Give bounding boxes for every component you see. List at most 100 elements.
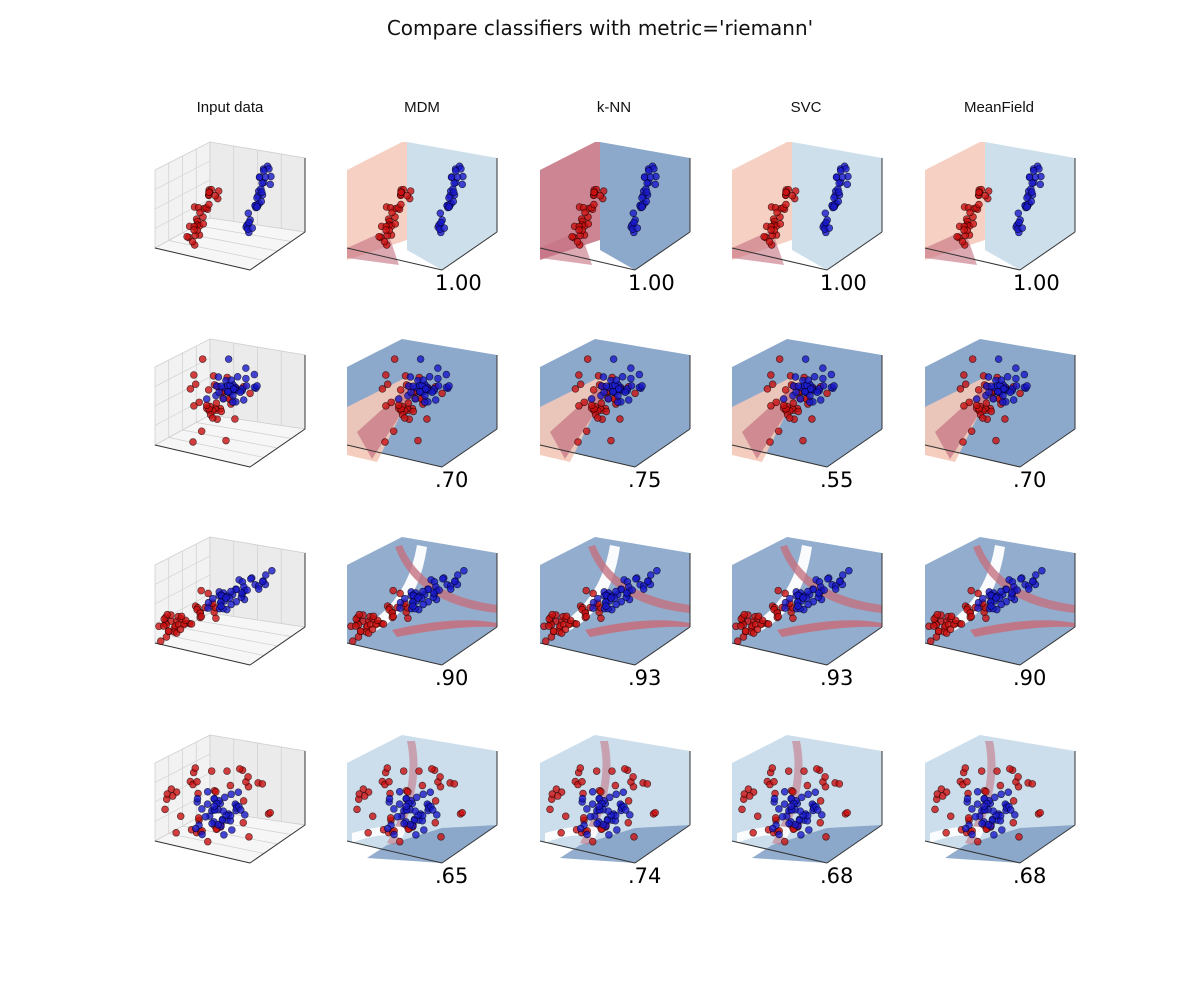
point-red bbox=[231, 415, 239, 423]
point-blue bbox=[974, 604, 982, 612]
point-blue bbox=[821, 209, 830, 218]
point-red bbox=[428, 765, 436, 773]
axis-x bbox=[1019, 428, 1076, 468]
point-red bbox=[575, 402, 583, 410]
point-red bbox=[789, 614, 797, 623]
subplot-r3-k-nn: .93 bbox=[539, 537, 691, 690]
decision-region-red bbox=[970, 620, 1075, 637]
point-blue bbox=[787, 802, 795, 811]
point-blue bbox=[244, 209, 253, 218]
point-blue bbox=[818, 811, 826, 819]
figure-title: Compare classifiers with metric='riemann… bbox=[386, 16, 814, 40]
point-red bbox=[589, 589, 597, 598]
point-red bbox=[1014, 773, 1022, 781]
point-red bbox=[741, 627, 750, 635]
point-blue bbox=[810, 373, 819, 381]
point-red bbox=[226, 781, 235, 790]
score-label: .55 bbox=[820, 468, 853, 492]
point-blue bbox=[266, 180, 275, 189]
point-blue bbox=[583, 830, 591, 839]
point-blue bbox=[820, 586, 828, 594]
point-blue bbox=[973, 787, 982, 796]
axis-x bbox=[634, 824, 691, 864]
point-red bbox=[191, 380, 200, 388]
point-blue bbox=[406, 373, 415, 381]
point-red bbox=[360, 792, 369, 800]
point-red bbox=[808, 415, 816, 423]
point-blue bbox=[576, 824, 585, 833]
point-blue bbox=[227, 790, 235, 799]
point-red bbox=[763, 385, 772, 393]
point-red bbox=[436, 773, 444, 781]
axis-x bbox=[441, 824, 498, 864]
point-blue bbox=[394, 395, 403, 403]
point-blue bbox=[1013, 586, 1021, 594]
point-blue bbox=[453, 173, 462, 181]
point-blue bbox=[442, 370, 451, 379]
axis-y bbox=[539, 444, 636, 468]
point-red bbox=[982, 614, 990, 623]
point-blue bbox=[458, 180, 467, 189]
point-red bbox=[369, 612, 378, 621]
point-red bbox=[562, 612, 571, 621]
point-blue bbox=[794, 602, 802, 610]
point-red bbox=[597, 614, 605, 623]
point-blue bbox=[837, 167, 845, 175]
score-label: .90 bbox=[1013, 666, 1046, 690]
point-red bbox=[356, 627, 365, 635]
point-red bbox=[208, 414, 217, 422]
axis-y bbox=[539, 247, 636, 271]
subplot-r1-k-nn: 1.00 bbox=[539, 142, 691, 295]
point-red bbox=[785, 414, 794, 422]
grid-line bbox=[154, 179, 211, 210]
axis-x bbox=[1019, 824, 1076, 864]
point-blue bbox=[628, 586, 636, 594]
point-blue bbox=[406, 820, 414, 829]
point-red bbox=[611, 781, 620, 790]
point-red bbox=[193, 778, 201, 786]
point-red bbox=[969, 220, 978, 228]
point-blue bbox=[813, 388, 822, 397]
point-blue bbox=[646, 571, 655, 579]
point-blue bbox=[638, 203, 646, 211]
point-red bbox=[400, 414, 409, 422]
point-blue bbox=[1023, 382, 1031, 390]
point-red bbox=[981, 191, 989, 200]
point-blue bbox=[1012, 382, 1021, 390]
point-blue bbox=[258, 188, 266, 196]
point-red bbox=[799, 436, 807, 445]
point-blue bbox=[770, 794, 779, 803]
axis-x bbox=[634, 231, 691, 271]
point-blue bbox=[979, 594, 987, 603]
point-red bbox=[375, 232, 383, 241]
point-blue bbox=[987, 382, 996, 391]
point-red bbox=[575, 371, 583, 379]
point-blue bbox=[804, 587, 812, 596]
point-red bbox=[163, 610, 171, 619]
point-red bbox=[195, 398, 203, 407]
point-red bbox=[987, 407, 996, 416]
point-red bbox=[583, 355, 592, 363]
point-red bbox=[590, 188, 598, 196]
point-blue bbox=[816, 396, 825, 404]
point-blue bbox=[222, 594, 230, 602]
point-red bbox=[977, 767, 986, 775]
point-blue bbox=[191, 824, 200, 833]
point-red bbox=[631, 389, 639, 398]
point-blue bbox=[980, 802, 988, 811]
point-red bbox=[198, 355, 207, 363]
point-red bbox=[575, 226, 583, 234]
decision-region-red bbox=[585, 620, 690, 637]
point-blue bbox=[253, 382, 261, 390]
point-red bbox=[576, 380, 585, 388]
point-red bbox=[745, 792, 754, 800]
score-label: 1.00 bbox=[820, 271, 867, 295]
point-red bbox=[399, 767, 408, 775]
decision-region-red-2 bbox=[780, 545, 882, 613]
point-blue bbox=[804, 790, 812, 799]
point-red bbox=[458, 808, 466, 817]
point-red bbox=[946, 625, 955, 634]
point-blue bbox=[1031, 173, 1040, 181]
point-red bbox=[774, 586, 782, 595]
axis-x bbox=[826, 626, 883, 666]
